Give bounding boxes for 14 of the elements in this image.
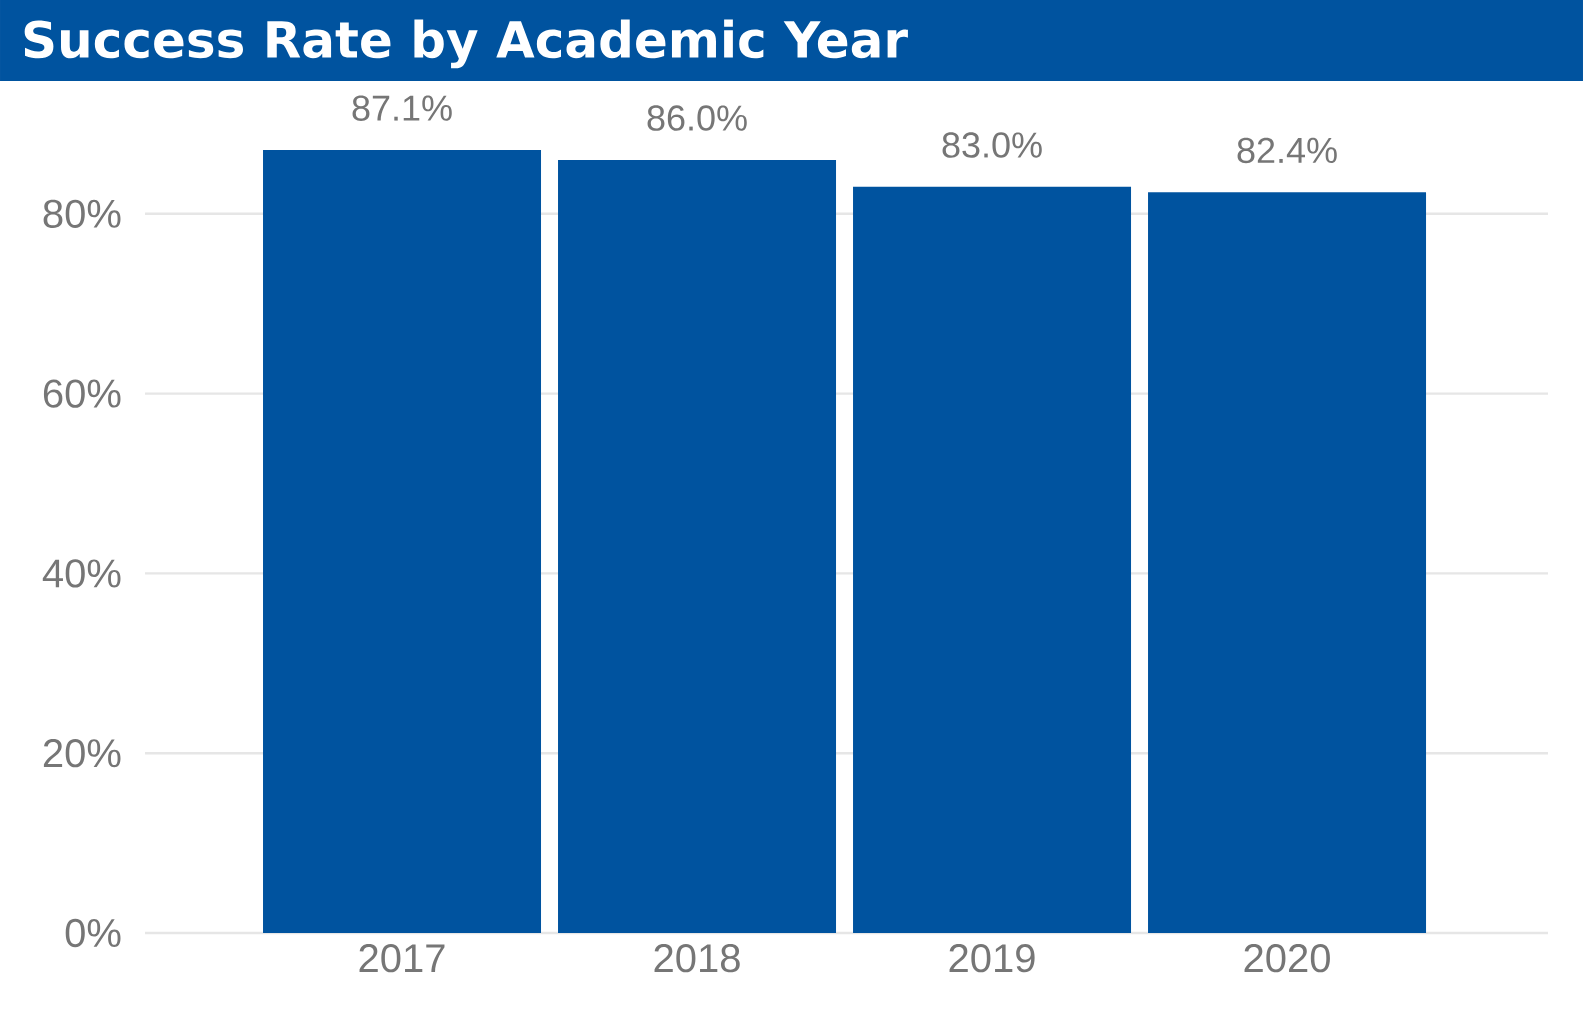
chart-title: Success Rate by Academic Year	[24, 19, 908, 69]
y-tick-label: 60%	[43, 379, 121, 408]
data-label: 86.0%	[647, 105, 747, 131]
x-tick-label: 2018	[654, 944, 740, 973]
data-label: 83.0%	[942, 132, 1042, 158]
y-tick-label: 40%	[42, 559, 121, 588]
x-tick-label: 2020	[1244, 944, 1330, 973]
y-tick-label: 20%	[43, 739, 121, 768]
y-tick-label: 0%	[65, 918, 121, 948]
data-label: 82.4%	[1237, 137, 1337, 164]
data-label: 87.1%	[352, 95, 452, 121]
y-tick-label: 80%	[43, 199, 121, 228]
x-tick-label: 2019	[949, 944, 1035, 973]
x-tick-label: 2017	[359, 944, 445, 973]
